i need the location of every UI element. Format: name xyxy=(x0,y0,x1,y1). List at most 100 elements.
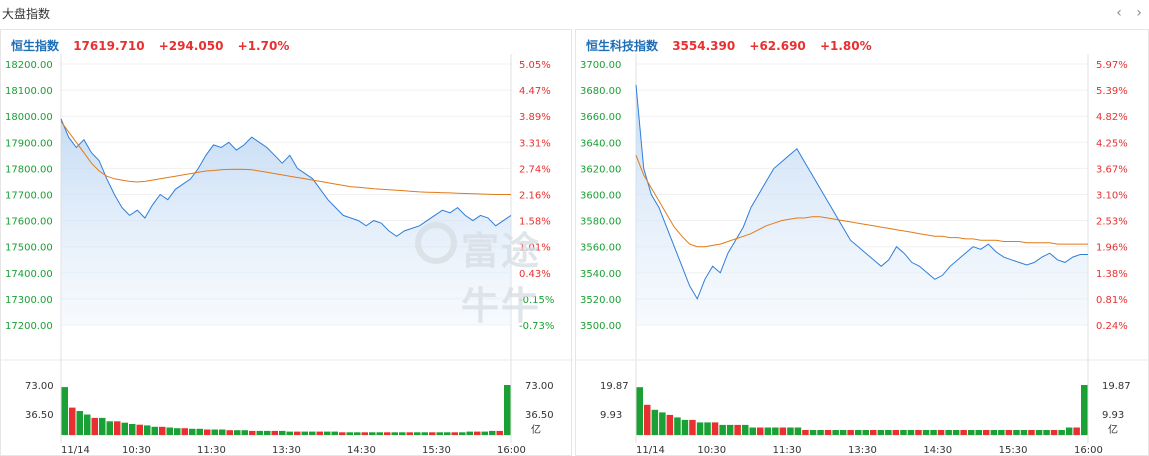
price-tick-label: 3620.00 xyxy=(580,164,621,175)
volume-bar xyxy=(354,432,361,435)
time-label: 11:30 xyxy=(197,445,226,456)
volume-bar xyxy=(885,430,892,435)
chevron-right-icon[interactable]: › xyxy=(1136,5,1142,21)
volume-bar xyxy=(459,432,466,435)
index-change: +294.050 xyxy=(158,39,224,53)
volume-bar xyxy=(106,421,113,435)
volume-bar xyxy=(279,430,286,435)
time-label: 15:30 xyxy=(999,445,1028,456)
volume-bar xyxy=(294,431,301,435)
volume-bar xyxy=(384,432,391,435)
volume-bar xyxy=(121,422,128,435)
volume-bar xyxy=(1081,385,1088,435)
volume-bar xyxy=(922,430,930,435)
price-tick-label: 3660.00 xyxy=(580,112,621,123)
volume-bar xyxy=(644,404,651,435)
volume-bar xyxy=(772,427,779,435)
volume-bar xyxy=(1050,430,1058,435)
volume-bar xyxy=(84,414,91,435)
time-label: 13:30 xyxy=(848,445,877,456)
volume-unit-label: 亿 xyxy=(1108,423,1118,436)
volume-bar xyxy=(945,430,952,435)
volume-bar xyxy=(1035,430,1043,435)
volume-tick-label: 73.00 xyxy=(525,381,554,392)
price-tick-label: 17300.00 xyxy=(5,295,53,306)
volume-bar xyxy=(689,419,696,435)
volume-tick-label: 9.93 xyxy=(600,410,622,421)
volume-bar xyxy=(651,409,659,435)
index-name[interactable]: 恒生科技指数 xyxy=(586,39,659,53)
intraday-chart-hstech[interactable]: 3700.00 5.97% 3680.00 5.39% 3660.00 4.82% 3640… xyxy=(576,30,1149,456)
volume-bar xyxy=(436,432,443,435)
average-line xyxy=(635,155,1088,248)
volume-tick-label: 36.50 xyxy=(525,410,554,421)
volume-bar xyxy=(749,427,756,435)
volume-bar xyxy=(241,430,248,435)
time-label: 11/14 xyxy=(61,445,90,456)
time-label: 15:30 xyxy=(422,445,451,456)
index-header: 恒生指数 17619.710 +294.050 +1.70% xyxy=(11,37,299,53)
volume-bar xyxy=(636,387,643,435)
index-price: 3554.390 xyxy=(672,39,736,53)
index-name[interactable]: 恒生指数 xyxy=(11,39,60,53)
index-panel-hstech[interactable]: 恒生科技指数 3554.390 +62.690 +1.80% 3700.00 5.… xyxy=(575,29,1149,456)
price-tick-label: 17600.00 xyxy=(5,217,53,228)
pct-tick-label: 4.47% xyxy=(519,86,551,97)
price-tick-label: 17700.00 xyxy=(5,191,53,202)
volume-bar xyxy=(1065,427,1073,435)
pct-tick-label: 1.38% xyxy=(1096,269,1128,280)
index-change: +62.690 xyxy=(749,39,806,53)
volume-bar xyxy=(91,417,98,435)
time-label: 14:30 xyxy=(923,445,952,456)
price-tick-label: 18000.00 xyxy=(5,112,53,123)
price-tick-label: 18200.00 xyxy=(5,60,53,71)
volume-bar xyxy=(226,430,233,435)
volume-bar xyxy=(779,427,787,435)
pct-tick-label: 0.81% xyxy=(1096,295,1128,306)
index-header: 恒生科技指数 3554.390 +62.690 +1.80% xyxy=(586,37,882,53)
chevron-left-icon[interactable]: ‹ xyxy=(1116,5,1122,21)
index-panel-hsi[interactable]: 恒生指数 17619.710 +294.050 +1.70% 18200.00 5… xyxy=(0,29,573,456)
volume-bar xyxy=(719,424,726,435)
price-tick-label: 17200.00 xyxy=(5,321,53,332)
volume-bar xyxy=(734,424,741,435)
page-title: 大盘指数 xyxy=(2,7,51,21)
volume-bar xyxy=(271,430,278,435)
volume-bar xyxy=(711,422,719,435)
volume-bar xyxy=(1073,427,1080,435)
time-label: 10:30 xyxy=(122,445,151,456)
volume-bar xyxy=(474,431,481,435)
pct-tick-label: 0.24% xyxy=(1096,321,1128,332)
price-tick-label: 3640.00 xyxy=(580,138,621,149)
pct-tick-label: 3.89% xyxy=(519,112,551,123)
volume-bar xyxy=(391,432,398,435)
volume-bar xyxy=(159,426,166,435)
volume-bar xyxy=(264,430,271,435)
price-tick-label: 3680.00 xyxy=(580,86,621,97)
volume-bar xyxy=(504,385,511,435)
volume-bar xyxy=(99,417,106,435)
volume-bar xyxy=(166,427,173,435)
volume-bar xyxy=(331,431,338,435)
price-tick-label: 17900.00 xyxy=(5,138,53,149)
pct-tick-label: 1.96% xyxy=(1096,243,1128,254)
volume-bar xyxy=(444,432,451,435)
volume-bar xyxy=(824,430,832,435)
pct-tick-label: 1.01% xyxy=(519,243,551,254)
volume-bar xyxy=(309,431,316,435)
volume-bar xyxy=(681,419,689,435)
volume-bar xyxy=(361,432,368,435)
volume-bar xyxy=(855,430,862,435)
volume-bar xyxy=(211,429,218,435)
volume-tick-label: 19.87 xyxy=(1102,381,1131,392)
pct-tick-label: 2.16% xyxy=(519,191,551,202)
time-label: 13:30 xyxy=(272,445,301,456)
intraday-chart-hsi[interactable]: 18200.00 5.05% 18100.00 4.47% 18000.00 3.89% 1… xyxy=(1,30,573,456)
price-tick-label: 17500.00 xyxy=(5,243,53,254)
price-area xyxy=(61,118,511,325)
volume-bar xyxy=(496,430,503,435)
volume-bar xyxy=(907,430,915,435)
volume-bar xyxy=(877,430,885,435)
volume-bar xyxy=(399,432,406,435)
price-tick-label: 3580.00 xyxy=(580,217,621,228)
